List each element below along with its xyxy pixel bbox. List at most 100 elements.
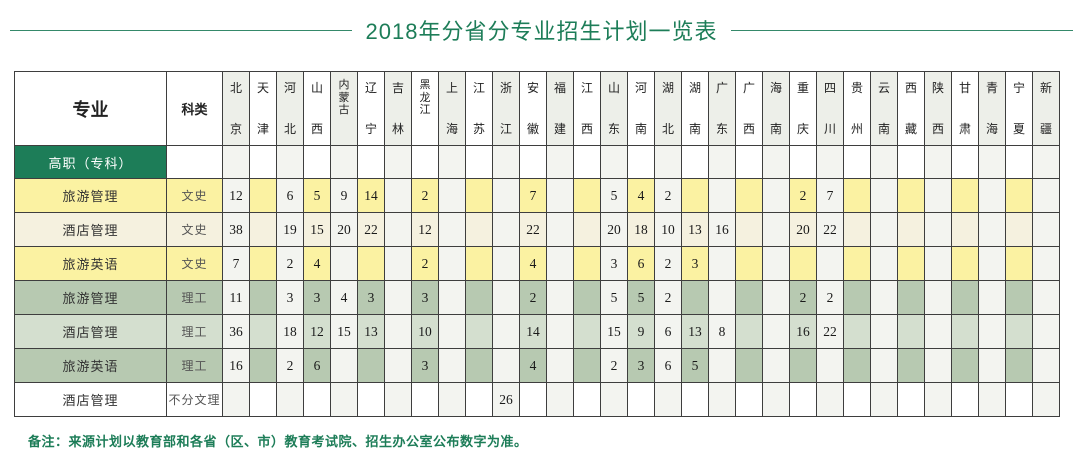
plan-count-cell: 2 — [276, 348, 304, 383]
plan-count-cell: 2 — [789, 280, 817, 315]
plan-count-cell: 16 — [708, 212, 736, 247]
province-header: 河南 — [627, 71, 655, 146]
plan-count-cell — [249, 382, 277, 417]
plan-count-cell: 2 — [600, 348, 628, 383]
plan-count-cell — [870, 178, 898, 213]
plan-count-cell — [978, 314, 1006, 349]
plan-count-cell — [843, 348, 871, 383]
province-header: 贵州 — [843, 71, 871, 146]
plan-count-cell: 6 — [654, 314, 682, 349]
table-row: 旅游管理 文史 12 6 5 9 14 2 7 5 4 2 2 7 — [14, 178, 1060, 213]
major-cell: 旅游英语 — [14, 348, 167, 383]
section-empty-cell — [492, 145, 520, 179]
table-row: 旅游管理 理工 11 3 3 4 3 3 2 5 5 2 2 2 — [14, 280, 1060, 315]
plan-count-cell — [357, 246, 385, 281]
section-empty-cell — [384, 145, 412, 179]
province-header: 山西 — [303, 71, 331, 146]
plan-count-cell: 16 — [222, 348, 250, 383]
plan-count-cell — [546, 178, 574, 213]
plan-count-cell — [492, 348, 520, 383]
plan-count-cell — [222, 382, 250, 417]
section-empty-cell — [978, 145, 1006, 179]
plan-count-cell — [573, 178, 601, 213]
province-header: 西藏 — [897, 71, 925, 146]
plan-count-cell — [897, 314, 925, 349]
table-row: 酒店管理 文史 38 19 15 20 22 12 22 20 18 10 13 16 20 22 — [14, 212, 1060, 247]
section-empty-cell — [708, 145, 736, 179]
major-cell: 酒店管理 — [14, 314, 167, 349]
plan-count-cell: 2 — [411, 246, 439, 281]
enrollment-plan-table: 专业 科类 北京天津河北山西内蒙古辽宁吉林黑龙江上海江苏浙江安徽福建江西山东河南… — [14, 71, 1060, 417]
title-rule-right — [731, 29, 1074, 31]
plan-count-cell — [465, 348, 493, 383]
plan-count-cell — [276, 382, 304, 417]
plan-count-cell: 6 — [654, 348, 682, 383]
plan-count-cell — [789, 348, 817, 383]
plan-count-cell: 22 — [816, 314, 844, 349]
plan-count-cell — [924, 382, 952, 417]
plan-count-cell: 2 — [816, 280, 844, 315]
plan-count-cell — [870, 314, 898, 349]
plan-count-cell — [465, 280, 493, 315]
plan-count-cell — [438, 178, 466, 213]
plan-count-cell — [924, 212, 952, 247]
plan-count-cell — [735, 280, 763, 315]
plan-count-cell — [708, 280, 736, 315]
plan-count-cell — [492, 314, 520, 349]
plan-count-cell — [384, 314, 412, 349]
plan-count-cell: 6 — [276, 178, 304, 213]
province-header: 广西 — [735, 71, 763, 146]
province-header: 甘肃 — [951, 71, 979, 146]
plan-count-cell: 13 — [357, 314, 385, 349]
plan-count-cell: 3 — [681, 246, 709, 281]
plan-count-cell — [492, 246, 520, 281]
plan-count-cell — [816, 348, 844, 383]
plan-count-cell — [1005, 280, 1033, 315]
plan-count-cell: 38 — [222, 212, 250, 247]
plan-count-cell — [438, 348, 466, 383]
plan-count-cell: 2 — [411, 178, 439, 213]
section-empty-cell — [222, 145, 250, 179]
plan-count-cell: 2 — [789, 178, 817, 213]
plan-count-cell: 3 — [600, 246, 628, 281]
plan-count-cell: 13 — [681, 314, 709, 349]
plan-count-cell: 6 — [303, 348, 331, 383]
section-empty-cell — [357, 145, 385, 179]
plan-count-cell: 3 — [627, 348, 655, 383]
plan-count-cell: 19 — [276, 212, 304, 247]
section-empty-cell — [654, 145, 682, 179]
plan-count-cell: 11 — [222, 280, 250, 315]
plan-count-cell — [681, 280, 709, 315]
title-bar: 2018年分省分专业招生计划一览表 — [0, 0, 1083, 44]
plan-count-cell — [654, 382, 682, 417]
plan-count-cell — [1005, 348, 1033, 383]
plan-count-cell: 2 — [276, 246, 304, 281]
plan-count-cell: 2 — [654, 246, 682, 281]
section-empty-cell — [465, 145, 493, 179]
plan-count-cell — [438, 246, 466, 281]
table-row: 酒店管理 不分文理 26 — [14, 382, 1060, 417]
section-empty-cell — [438, 145, 466, 179]
section-empty-cell — [546, 145, 574, 179]
plan-count-cell — [465, 382, 493, 417]
plan-count-cell — [438, 314, 466, 349]
plan-count-cell — [843, 314, 871, 349]
major-cell: 酒店管理 — [14, 212, 167, 247]
plan-count-cell: 3 — [303, 280, 331, 315]
plan-count-cell: 22 — [519, 212, 547, 247]
province-header: 吉林 — [384, 71, 412, 146]
plan-count-cell: 7 — [519, 178, 547, 213]
plan-count-cell — [978, 246, 1006, 281]
province-header: 新疆 — [1032, 71, 1060, 146]
section-empty-cell — [843, 145, 871, 179]
plan-count-cell — [762, 280, 790, 315]
plan-count-cell — [492, 280, 520, 315]
table-row: 酒店管理 理工 36 18 12 15 13 10 14 15 9 6 13 8 16 22 — [14, 314, 1060, 349]
plan-count-cell — [357, 382, 385, 417]
plan-count-cell — [384, 348, 412, 383]
province-header: 湖北 — [654, 71, 682, 146]
plan-count-cell — [951, 382, 979, 417]
plan-count-cell: 5 — [681, 348, 709, 383]
plan-count-cell — [573, 382, 601, 417]
plan-count-cell — [924, 348, 952, 383]
